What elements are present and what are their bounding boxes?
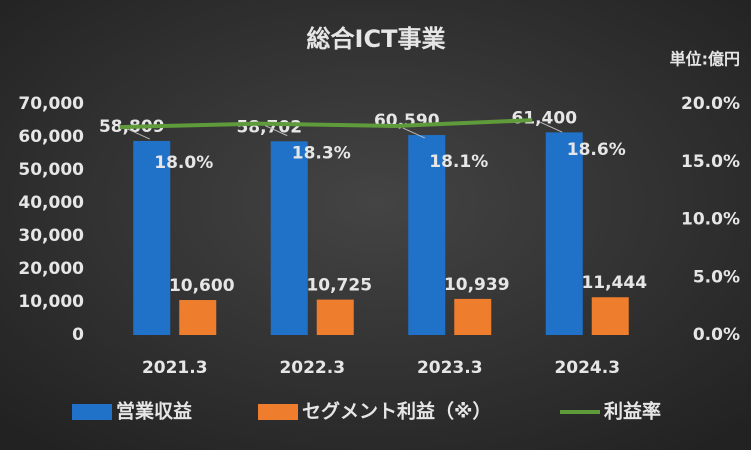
leader-line: [540, 121, 563, 133]
leader-line: [265, 125, 288, 137]
line: [119, 118, 533, 130]
value-label: 60,590: [374, 111, 440, 131]
bar: [270, 141, 308, 335]
line-value-label: 18.6%: [567, 140, 626, 160]
x-tick-label: 2023.3: [417, 358, 483, 378]
chart-title: 総合ICT事業: [307, 25, 446, 53]
y-tick-label: 70,000: [18, 94, 84, 114]
value-label: 61,400: [511, 108, 577, 128]
y2-tick-label: 5.0%: [693, 267, 740, 287]
x-tick-label: 2022.3: [279, 358, 345, 378]
line-value-label: 18.0%: [154, 153, 213, 173]
value-label: 10,725: [306, 276, 372, 296]
y-tick-label: 0: [72, 325, 84, 345]
bar: [545, 132, 583, 335]
y2-tick-label: 0.0%: [693, 325, 740, 345]
y-tick-label: 30,000: [18, 226, 84, 246]
legend-label: 営業収益: [116, 400, 192, 423]
value-label: 10,939: [444, 275, 510, 295]
line-value-label: 18.1%: [429, 152, 488, 172]
y-tick-label: 10,000: [18, 292, 84, 312]
y-tick-label: 50,000: [18, 160, 84, 180]
bar: [179, 300, 217, 335]
bar: [408, 135, 446, 335]
bar: [133, 140, 171, 335]
x-tick-label: 2021.3: [142, 358, 208, 378]
leader-line: [402, 127, 425, 139]
unit-label: 単位:億円: [670, 50, 740, 69]
value-label: 10,600: [169, 276, 235, 296]
y-tick-label: 40,000: [18, 193, 84, 213]
legend-swatch: [258, 404, 298, 420]
x-tick-label: 2024.3: [554, 358, 620, 378]
legend-label: 利益率: [604, 400, 661, 423]
legend-swatch: [72, 404, 112, 420]
line-value-label: 18.3%: [292, 144, 351, 164]
y-tick-label: 20,000: [18, 259, 84, 279]
y2-tick-label: 20.0%: [681, 94, 740, 114]
leader-line: [127, 128, 150, 140]
y2-tick-label: 15.0%: [681, 152, 740, 172]
legend-label: セグメント利益（※）: [302, 400, 491, 423]
bar: [454, 298, 492, 335]
bar: [591, 297, 629, 335]
y2-tick-label: 10.0%: [681, 210, 740, 230]
y-tick-label: 60,000: [18, 127, 84, 147]
value-label: 11,444: [581, 273, 647, 293]
bar: [316, 299, 354, 335]
